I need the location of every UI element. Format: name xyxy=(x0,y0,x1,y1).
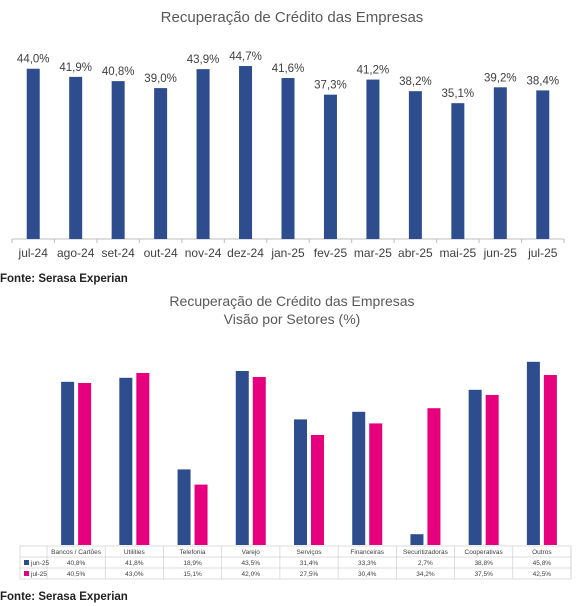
chart2-category-label: Financeiras xyxy=(350,549,384,556)
chart1-title: Recuperação de Crédito das Empresas xyxy=(160,9,424,26)
chart2-table-value: 43,0% xyxy=(125,571,144,578)
chart1-tick-label: dez-24 xyxy=(227,246,264,260)
chart2-bar-jul-25-2 xyxy=(194,484,208,545)
chart1-bar-jun-25 xyxy=(493,87,507,239)
chart1-bar-ago-24 xyxy=(69,76,83,239)
chart2-bar-jun-25-1 xyxy=(119,377,133,545)
chart1-bar-jul-25 xyxy=(536,90,550,240)
chart2-table-value: 38,8% xyxy=(474,560,493,567)
chart2-bar-jun-25-3 xyxy=(235,371,249,545)
chart2-table-value: 45,8% xyxy=(533,560,552,567)
chart2-subtitle: Visão por Setores (%) xyxy=(223,311,361,327)
chart2-bar-jun-25-0 xyxy=(61,381,75,545)
chart1-data-label: 41,9% xyxy=(59,62,92,74)
chart2-bar-jul-25-8 xyxy=(543,375,557,545)
chart2-category-label: Securitizadoras xyxy=(403,549,449,556)
chart2-bar-jun-25-4 xyxy=(294,419,307,545)
chart1-tick-label: jun-25 xyxy=(483,246,518,260)
chart2-legend-swatch-jun-25 xyxy=(24,560,29,565)
chart1-tick-label: abr-25 xyxy=(398,246,433,260)
chart2-legend-label: jul-25 xyxy=(30,571,47,578)
chart2-category-label: Bancos / Cartões xyxy=(51,549,102,556)
chart1-bar-out-24 xyxy=(154,88,168,239)
chart1-bar-mai-25 xyxy=(451,103,465,240)
chart2-bar-jul-25-3 xyxy=(252,377,266,545)
chart1-bar-dez-24 xyxy=(239,66,253,240)
chart1-tick-label: jan-25 xyxy=(270,246,305,260)
chart2-table-value: 34,2% xyxy=(416,571,435,578)
chart1-tick-label: out-24 xyxy=(144,246,178,260)
chart1-data-label: 39,2% xyxy=(484,72,517,84)
chart2-bar-jul-25-7 xyxy=(485,395,499,545)
chart1-bar-jan-25 xyxy=(281,78,295,239)
chart2-legend-swatch-jul-25 xyxy=(24,571,29,576)
chart2-bar-jul-25-0 xyxy=(78,383,92,545)
chart2-table-value: 41,8% xyxy=(125,560,144,567)
chart1-data-label: 38,4% xyxy=(526,75,559,87)
chart1-bar-jul-24 xyxy=(26,68,40,239)
chart2-source: Fonte: Serasa Experian xyxy=(0,591,128,603)
chart2-bar-jul-25-6 xyxy=(427,408,441,545)
chart2-table-value: 42,5% xyxy=(533,571,552,578)
chart2-category-label: Varejo xyxy=(242,549,261,556)
chart2-table-value: 30,4% xyxy=(358,571,377,578)
chart2-table-value: 2,7% xyxy=(418,560,433,567)
chart1-data-label: 37,3% xyxy=(314,80,347,92)
chart2-category-label: Cooperativas xyxy=(465,549,504,556)
chart1-data-label: 41,2% xyxy=(357,65,390,77)
chart2-bar-jul-25-1 xyxy=(136,373,150,545)
chart1-tick-label: mar-25 xyxy=(354,246,392,260)
chart2-category-label: Telefonia xyxy=(180,549,206,556)
chart2-legend-label: jun-25 xyxy=(30,560,49,567)
chart2-bar-jun-25-5 xyxy=(352,411,366,545)
chart2-data-table xyxy=(19,545,572,580)
chart1-data-label: 44,7% xyxy=(229,51,262,63)
chart2-bar-jun-25-6 xyxy=(410,534,424,545)
chart2-table-value: 15,1% xyxy=(183,571,202,578)
chart1-data-label: 40,8% xyxy=(102,66,135,78)
chart2-bar-jun-25-8 xyxy=(526,361,540,545)
chart1-tick-label: nov-24 xyxy=(185,246,222,260)
chart2-category-label: Utilities xyxy=(124,549,146,556)
chart2-category-label: Serviços xyxy=(297,549,323,556)
chart2-bar-jul-25-4 xyxy=(311,435,324,545)
chart2-table-value: 42,0% xyxy=(242,571,261,578)
chart2-table-value: 31,4% xyxy=(300,560,319,567)
chart2-bar-jun-25-2 xyxy=(177,469,191,545)
chart1-bar-set-24 xyxy=(111,81,125,240)
chart1-data-label: 41,6% xyxy=(272,63,305,75)
chart1-tick-label: ago-24 xyxy=(57,246,95,260)
chart1-data-label: 35,1% xyxy=(442,88,475,100)
chart1-data-label: 39,0% xyxy=(144,73,177,85)
chart1-tick-label: mai-25 xyxy=(440,246,477,260)
chart2-table-value: 40,8% xyxy=(67,560,86,567)
chart2-bar-jun-25-7 xyxy=(468,389,482,545)
chart1-tick-label: set-24 xyxy=(101,246,135,260)
chart2-table-value: 33,3% xyxy=(358,560,377,567)
chart2-table-value: 18,9% xyxy=(183,560,202,567)
chart2-bar-jul-25-5 xyxy=(369,423,383,545)
chart2-category-label: Outros xyxy=(532,549,552,556)
chart1-data-label: 38,2% xyxy=(399,76,432,88)
chart1-tick-label: fev-25 xyxy=(314,246,348,260)
chart1-data-label: 44,0% xyxy=(17,54,50,66)
chart2-table-value: 40,5% xyxy=(67,571,86,578)
chart1-bar-abr-25 xyxy=(408,91,422,239)
chart2-table-value: 43,5% xyxy=(242,560,261,567)
chart1-source: Fonte: Serasa Experian xyxy=(0,273,128,285)
chart1-tick-label: jul-25 xyxy=(527,246,558,260)
chart2-table-value: 27,5% xyxy=(300,571,319,578)
chart2-title: Recuperação de Crédito das Empresas xyxy=(169,293,415,309)
chart2-table-value: 37,5% xyxy=(474,571,493,578)
chart1-bar-fev-25 xyxy=(323,94,337,239)
chart1-plot: 44,0% jul-24 41,9% ago-24 40,8% set-24 39,0% ou… xyxy=(11,51,565,260)
chart1-bar-nov-24 xyxy=(196,69,210,239)
chart1-tick-label: jul-24 xyxy=(18,246,49,260)
chart1-data-label: 43,9% xyxy=(187,54,220,66)
chart1-bar-mar-25 xyxy=(366,79,380,239)
